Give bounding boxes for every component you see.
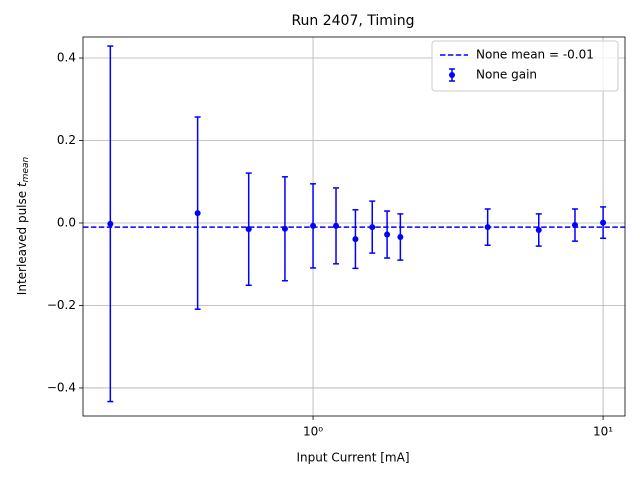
data-point xyxy=(600,219,607,226)
data-point xyxy=(107,220,114,227)
legend-marker xyxy=(449,72,455,78)
y-tick-label: −0.4 xyxy=(47,380,76,394)
y-tick-label: 0.4 xyxy=(57,51,76,65)
data-point xyxy=(333,222,340,229)
x-axis-label: Input Current [mA] xyxy=(296,451,409,465)
data-point xyxy=(535,227,542,234)
y-axis-label: Interleaved pulse tmean xyxy=(15,157,31,296)
y-tick-label: −0.2 xyxy=(47,298,76,312)
legend-box xyxy=(431,40,619,92)
data-point xyxy=(352,236,359,243)
x-tick-label: 10⁰ xyxy=(303,425,323,439)
data-point xyxy=(194,210,201,217)
y-tick-label: 0.2 xyxy=(57,133,76,147)
plot-frame xyxy=(82,36,626,417)
y-label-text: Interleaved pulse xyxy=(15,191,29,295)
chart-title: Run 2407, Timing xyxy=(291,13,414,29)
legend-label: None mean = -0.01 xyxy=(476,48,594,62)
data-point xyxy=(397,234,404,241)
legend-label: None gain xyxy=(476,68,537,82)
y-label-symbol: t xyxy=(15,181,29,187)
x-tick-label: 10¹ xyxy=(593,425,613,439)
y-tick-label: 0.0 xyxy=(57,215,76,229)
data-point xyxy=(384,231,391,238)
data-point xyxy=(310,222,317,229)
y-label-subscript: mean xyxy=(21,157,31,183)
